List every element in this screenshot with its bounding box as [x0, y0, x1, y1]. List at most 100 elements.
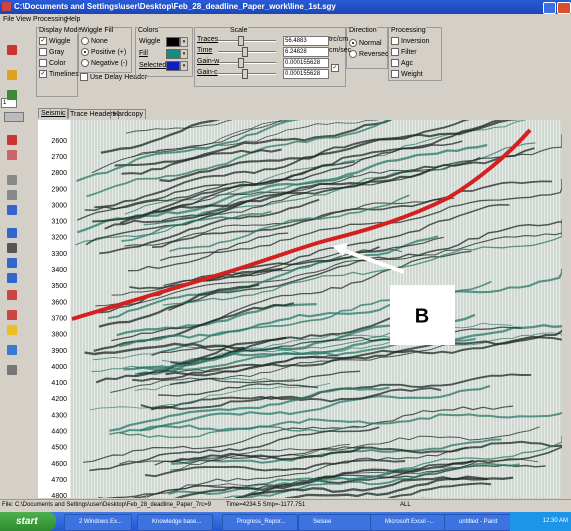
group-title: Direction — [349, 27, 377, 34]
label: Normal — [359, 40, 382, 47]
menu-item[interactable]: View — [16, 15, 31, 25]
tool-button[interactable] — [7, 273, 17, 283]
taskbar-item[interactable]: Microsoft Excel -... — [370, 514, 446, 531]
axis-label: 4600 — [51, 461, 67, 468]
text-input[interactable]: 6.24828 — [283, 47, 329, 57]
tool-button[interactable] — [7, 205, 17, 215]
tool-button[interactable] — [7, 310, 17, 320]
label: Wiggle — [139, 38, 160, 45]
label: Negative (-) — [91, 60, 128, 67]
label: Selected — [139, 62, 166, 69]
slider-knob[interactable] — [238, 36, 244, 46]
tool-button[interactable] — [7, 70, 17, 80]
axis-label: 3600 — [51, 299, 67, 306]
color-swatch[interactable] — [166, 61, 180, 71]
taskbar-item[interactable]: Knowledge base... — [137, 514, 213, 531]
dropdown[interactable]: ▾ — [180, 37, 188, 47]
checkbox[interactable]: Agc — [391, 59, 413, 67]
label: Time — [197, 47, 212, 54]
label: Timelines — [49, 71, 79, 78]
tool-button[interactable] — [7, 325, 17, 335]
group-title: Colors — [138, 27, 158, 34]
color-swatch[interactable] — [166, 37, 180, 47]
color-swatch[interactable] — [166, 49, 180, 59]
tool-button[interactable] — [7, 243, 17, 253]
tab[interactable]: Seismic — [38, 108, 69, 118]
start-button[interactable]: start — [0, 512, 56, 531]
text-input[interactable]: 0.000155628 — [283, 58, 329, 68]
tool-button[interactable] — [7, 175, 17, 185]
checkbox[interactable]: ✓Timelines — [39, 70, 79, 78]
screen: C:\Documents and Settings\user\Desktop\F… — [0, 0, 571, 531]
menu-item[interactable]: Help — [66, 15, 80, 25]
close-button[interactable] — [557, 2, 571, 14]
label: Gain-w — [197, 58, 219, 65]
axis-label: 4100 — [51, 380, 67, 387]
taskbar-item[interactable]: untitled - Paint — [444, 514, 520, 531]
checkbox[interactable]: Filter — [391, 48, 417, 56]
axis-label: 3400 — [51, 267, 67, 274]
axis-label: 3800 — [51, 332, 67, 339]
label: Color — [49, 60, 66, 67]
tool-button[interactable] — [7, 150, 17, 160]
label: Agc — [401, 60, 413, 67]
tool-button[interactable] — [7, 345, 17, 355]
menu-item[interactable]: Processing — [33, 15, 68, 25]
tool-button[interactable] — [7, 45, 17, 55]
checkbox[interactable]: Gray — [39, 48, 64, 56]
title-bar: C:\Documents and Settings\user\Desktop\F… — [0, 0, 571, 14]
axis-label: 3900 — [51, 348, 67, 355]
maximize-button[interactable] — [543, 2, 556, 14]
axis-label: 4400 — [51, 429, 67, 436]
tool-button[interactable] — [7, 190, 17, 200]
axis-label: 4700 — [51, 477, 67, 484]
checkbox[interactable]: ✓Wiggle — [39, 37, 70, 45]
tool-button[interactable] — [7, 135, 17, 145]
axis-label: 4200 — [51, 396, 67, 403]
label: Weight — [401, 71, 423, 78]
axis-label: 4500 — [51, 445, 67, 452]
text-input[interactable]: 0.000155628 — [283, 69, 329, 79]
label: Traces — [197, 36, 218, 43]
checkbox[interactable]: Weight — [391, 70, 423, 78]
text-input[interactable]: 56.4883 — [283, 36, 329, 46]
slider-track — [218, 40, 276, 42]
annotation-label: B — [415, 305, 429, 327]
radio[interactable]: Positive (+) — [81, 48, 126, 56]
unit-label: cm/sec — [329, 47, 351, 54]
dropdown[interactable]: ▾ — [180, 61, 188, 71]
slider-knob[interactable] — [242, 47, 248, 57]
spin-button[interactable] — [4, 112, 24, 122]
clock: 12:30 AM — [510, 512, 571, 531]
radio[interactable]: None — [81, 37, 108, 45]
axis-label: 3500 — [51, 283, 67, 290]
radio[interactable]: Normal — [349, 39, 382, 47]
group-title: Display Mode — [39, 27, 81, 34]
label: None — [91, 38, 108, 45]
menu-item[interactable]: File — [3, 15, 14, 25]
group-title: Wiggle Fill — [81, 27, 113, 34]
slider-knob[interactable] — [242, 69, 248, 79]
slider-knob[interactable] — [238, 58, 244, 68]
tab[interactable]: Hardcopy — [110, 109, 146, 119]
seismic-view: B 26002700280029003000310032003300340035… — [38, 120, 562, 498]
taskbar-item[interactable]: Seisee — [298, 514, 374, 531]
tool-button[interactable] — [7, 365, 17, 375]
axis-label: 2700 — [51, 154, 67, 161]
slider-track — [218, 62, 276, 64]
tool-button[interactable] — [7, 258, 17, 268]
checkbox[interactable]: ✓ — [331, 64, 339, 72]
axis-label: 3200 — [51, 235, 67, 242]
label: Gain-c — [197, 69, 218, 76]
label: Fill — [139, 50, 148, 57]
radio[interactable]: Negative (-) — [81, 59, 128, 67]
checkbox[interactable]: Inversion — [391, 37, 429, 45]
dropdown[interactable]: ▾ — [180, 49, 188, 59]
tool-button[interactable] — [7, 290, 17, 300]
checkbox[interactable]: Color — [39, 59, 66, 67]
tool-button[interactable] — [7, 90, 17, 100]
taskbar-item[interactable]: Progress_Repor... — [222, 514, 298, 531]
radio[interactable]: Reversed — [349, 50, 389, 58]
taskbar-item[interactable]: 2 Windows Ex... — [64, 514, 132, 531]
tool-button[interactable] — [7, 228, 17, 238]
